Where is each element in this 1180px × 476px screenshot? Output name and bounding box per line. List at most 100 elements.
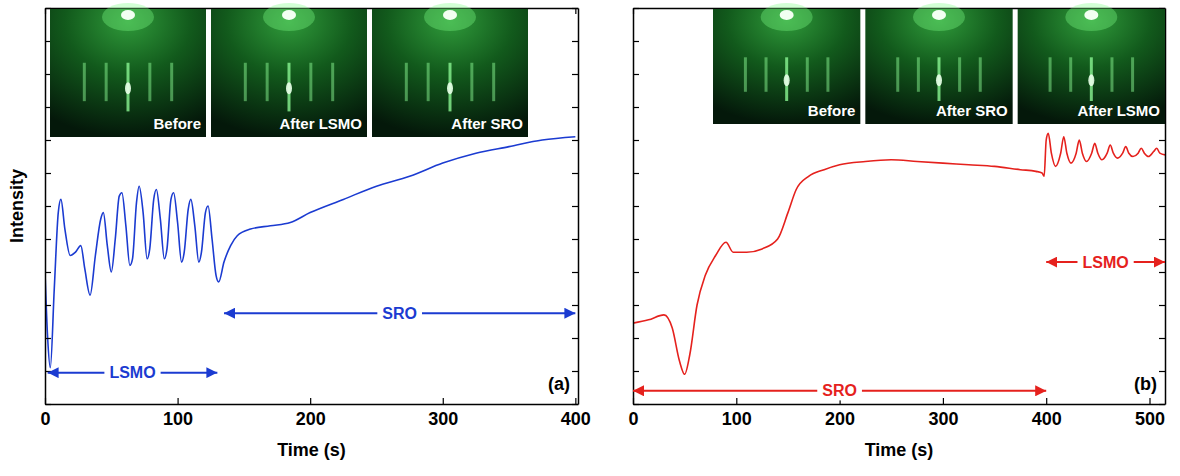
inset-streak [470,63,473,101]
tick [633,305,639,306]
tick: 500 [1135,398,1165,429]
tick [45,206,51,207]
tick: 400 [561,398,591,429]
tick-mark [633,404,639,405]
tick-mark [1149,398,1150,404]
tick-mark [45,140,51,141]
y-axis [633,9,639,405]
annotation-label-ground [1077,253,1133,272]
tick [633,140,639,141]
tick [633,404,639,405]
tick [572,371,578,372]
annotation-label: SRO [382,305,417,322]
tick-label: 100 [163,409,193,429]
tick [572,173,578,174]
inset-streak [1049,57,1052,92]
tick-mark [572,338,578,339]
chart-figure: 0100200300400Time (s)IntensityLSMOSRO(a)… [0,0,1180,476]
y-axis-title: Intensity [7,169,27,243]
inset: After SRO [865,3,1012,124]
x-axis: 0 100 200 300 400 [40,398,590,429]
tick-mark [633,272,639,273]
tick-mark [45,206,51,207]
annotation-label: LSMO [109,364,155,381]
tick-label: 0 [40,409,50,429]
tick-mark [45,173,51,174]
inset-label: After LSMO [280,115,363,132]
tick: 300 [928,398,958,429]
tick-mark [45,404,51,405]
panel: 0100200300400Time (s)IntensityLSMOSRO(a)… [7,3,591,460]
inset-spot [286,82,292,94]
inset-label: After SRO [936,102,1008,119]
inset-streak [1131,57,1134,92]
tick [633,107,639,108]
inset-streak [806,57,809,92]
inset-spot [447,82,453,94]
tick [633,8,639,9]
tick-mark [1159,173,1165,174]
tick-mark [572,404,578,405]
tick: 100 [163,398,193,429]
inset-streak [405,63,408,101]
tick-label: 400 [1032,409,1062,429]
tick-mark [45,338,51,339]
tick [1159,206,1165,207]
tick-label: 500 [1135,409,1165,429]
tick-mark [633,74,639,75]
tick-mark [943,398,944,404]
tick [1159,272,1165,273]
tick [572,41,578,42]
tick [572,338,578,339]
tick [45,404,51,405]
tick [633,338,639,339]
tick-label: 200 [296,409,326,429]
tick-mark [1046,398,1047,404]
x-axis-title: Time (s) [865,440,934,460]
inset: After LSMO [1018,3,1165,124]
tick-mark [1159,239,1165,240]
data-line [45,137,575,368]
tick-mark [633,107,639,108]
inset-streak [917,57,920,92]
tick [572,107,578,108]
annotation-label: SRO [822,382,857,399]
inset-spot [121,10,135,20]
inset-glow [263,3,315,31]
tick [633,41,639,42]
axis-line [634,404,1166,406]
tick-label: 300 [928,409,958,429]
inset-streak [826,57,829,92]
tick-mark [1159,404,1165,405]
tick-label: 0 [628,409,638,429]
axis-line [46,404,579,406]
tick-mark [45,239,51,240]
inset-glow [913,3,965,31]
annotations: SROLSMO [633,253,1165,401]
tick-mark [633,140,639,141]
tick [572,8,578,9]
tick-mark [633,338,639,339]
y-axis-right [572,9,579,405]
panel-label: (b) [1134,374,1157,394]
inset-streak [1069,57,1072,92]
series-group [633,133,1165,374]
tick [572,272,578,273]
tick-label: 200 [825,409,855,429]
inset-spot [784,74,790,86]
tick-mark [1159,8,1165,9]
tick-label: 300 [428,409,458,429]
tick [572,74,578,75]
tick-mark [633,8,639,9]
tick-mark [1159,272,1165,273]
inset-streak [896,57,899,92]
tick [633,206,639,207]
tick [572,206,578,207]
tick-label: 400 [561,409,591,429]
tick-mark [572,107,578,108]
tick [1159,305,1165,306]
tick-mark [572,206,578,207]
inset: After SRO [372,3,528,137]
insets: BeforeAfter LSMOAfter SRO [50,3,528,137]
tick [633,173,639,174]
